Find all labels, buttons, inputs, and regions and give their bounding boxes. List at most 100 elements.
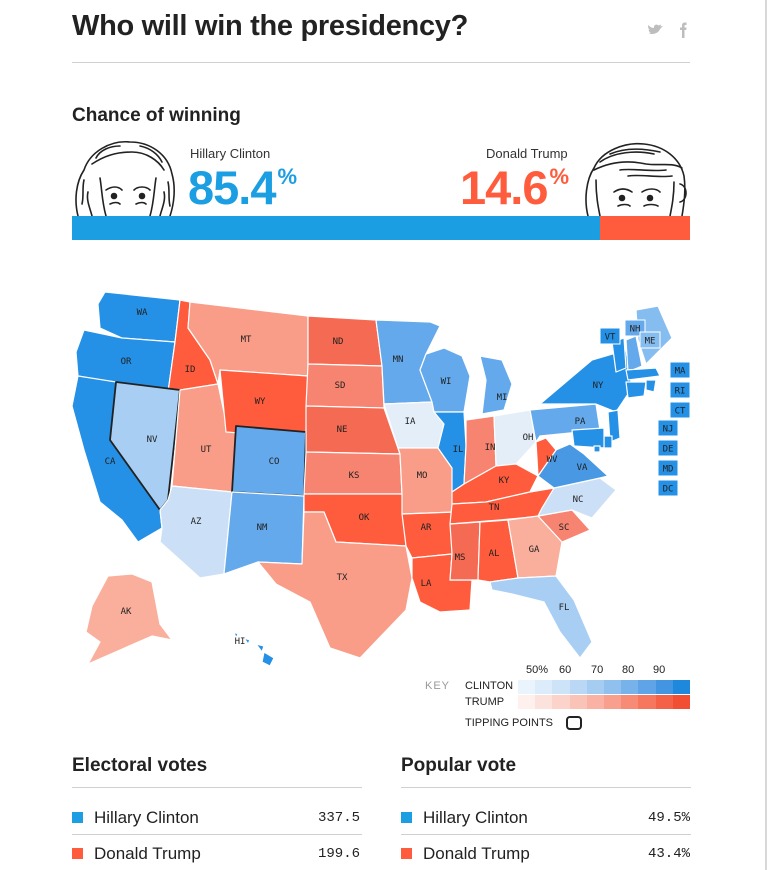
popular-swatch-trump [401,848,412,859]
state-box-ct[interactable]: CT [669,401,691,419]
state-oh[interactable] [493,409,537,467]
state-wv[interactable] [529,437,557,493]
state-hi[interactable] [233,631,275,667]
state-label-pa: PA [575,417,586,427]
state-label-ne: NE [337,425,348,435]
state-box-md[interactable]: MD [657,459,679,477]
key-row-clinton-label: CLINTON [465,680,514,692]
key-swatch-trump-4 [586,695,605,709]
key-swatch-clinton-4 [586,680,605,694]
clinton-portrait [75,141,175,216]
electoral-heading: Electoral votes [72,755,208,776]
clinton-chance-number: 85.4 [188,161,276,214]
popular-value-clinton: 49.5% [647,810,690,826]
state-label-ut: UT [201,445,212,455]
state-ri[interactable] [645,379,657,393]
state-ar[interactable] [401,511,457,559]
state-label-ok: OK [359,513,370,523]
key-swatch-clinton-5 [604,680,622,694]
popular-value-trump: 43.4% [647,846,690,862]
key-swatch-clinton-3 [569,680,587,694]
twitter-icon[interactable] [648,24,663,35]
clinton-name: Hillary Clinton [190,146,271,161]
state-box-label-de: DE [663,445,674,455]
key-swatch-trump-3 [569,695,587,709]
state-box-de[interactable]: DE [657,439,679,457]
state-label-tx: TX [337,573,348,583]
state-label-mi: MI [497,393,508,403]
state-ne[interactable] [305,405,401,455]
state-box-dc[interactable]: DC [657,479,679,497]
trump-chance-value: 14.6% [460,164,569,211]
state-label-ia: IA [405,417,416,427]
share-buttons [648,22,687,39]
state-label-va: VA [577,463,588,473]
state-label-nd: ND [333,337,344,347]
state-box-nj[interactable]: NJ [657,419,679,437]
popular-swatch-clinton [401,812,412,823]
state-box-me[interactable]: ME [639,331,661,349]
state-label-mt: MT [241,335,252,345]
state-ms[interactable] [449,521,481,581]
state-nj[interactable] [607,409,621,443]
key-swatch-clinton-1 [535,680,553,694]
state-label-wy: WY [255,397,266,407]
electoral-row-divider [72,834,362,835]
clinton-chance-unit: % [277,164,298,189]
state-box-vt[interactable]: VT [599,327,621,345]
key-swatch-trump-7 [638,695,656,709]
state-box-label-ri: RI [675,387,686,397]
state-ak[interactable] [85,573,173,665]
state-nd[interactable] [307,315,383,367]
key-swatch-trump-9 [672,695,691,709]
trump-portrait [585,142,687,216]
electoral-divider [72,787,362,788]
key-swatch-trump-1 [535,695,553,709]
state-az[interactable] [159,485,233,579]
state-label-al: AL [489,549,500,559]
state-de[interactable] [603,435,613,449]
electoral-value-trump: 199.6 [317,846,360,862]
state-label-nv: NV [147,435,158,445]
electoral-swatch-trump [72,848,83,859]
state-label-or: OR [121,357,132,367]
trump-name: Donald Trump [486,146,568,161]
key-swatch-clinton-8 [655,680,673,694]
state-md[interactable] [571,427,605,449]
key-label: KEY [425,680,451,692]
tipping-point-swatch [566,716,582,730]
state-box-ri[interactable]: RI [669,381,691,399]
key-tick-90: 90 [653,664,666,676]
state-label-fl: FL [559,603,570,613]
state-label-hi: HI [235,637,246,647]
state-dc[interactable] [593,445,601,453]
facebook-icon[interactable] [680,22,687,39]
page-edge-divider [765,0,767,870]
state-label-wv: WV [547,455,558,465]
state-box-label-dc: DC [663,485,674,495]
state-mi[interactable] [479,355,513,415]
state-label-la: LA [421,579,432,589]
state-label-ny: NY [593,381,604,391]
state-label-tn: TN [489,503,500,513]
state-ga[interactable] [507,515,563,579]
map-key: KEY 50% 60 70 80 90 CLINTON TRUMP TIPPIN… [420,660,700,740]
state-pa[interactable] [529,403,601,443]
popular-name-clinton: Hillary Clinton [423,808,528,827]
key-tick-50: 50% [526,664,549,676]
key-swatch-trump-8 [655,695,673,709]
key-swatch-trump-5 [604,695,622,709]
state-nh[interactable] [625,335,643,373]
state-ma[interactable] [625,367,661,381]
state-box-label-ct: CT [675,407,686,417]
key-tick-80: 80 [622,664,635,676]
state-box-ma[interactable]: MA [669,361,691,379]
state-fl[interactable] [489,575,593,659]
state-label-oh: OH [523,433,534,443]
popular-heading: Popular vote [401,755,517,776]
state-label-co: CO [269,457,280,467]
key-swatch-trump-0 [518,695,536,709]
probability-bar-clinton [72,216,600,240]
state-ct[interactable] [625,381,647,399]
probability-bar [72,216,690,240]
